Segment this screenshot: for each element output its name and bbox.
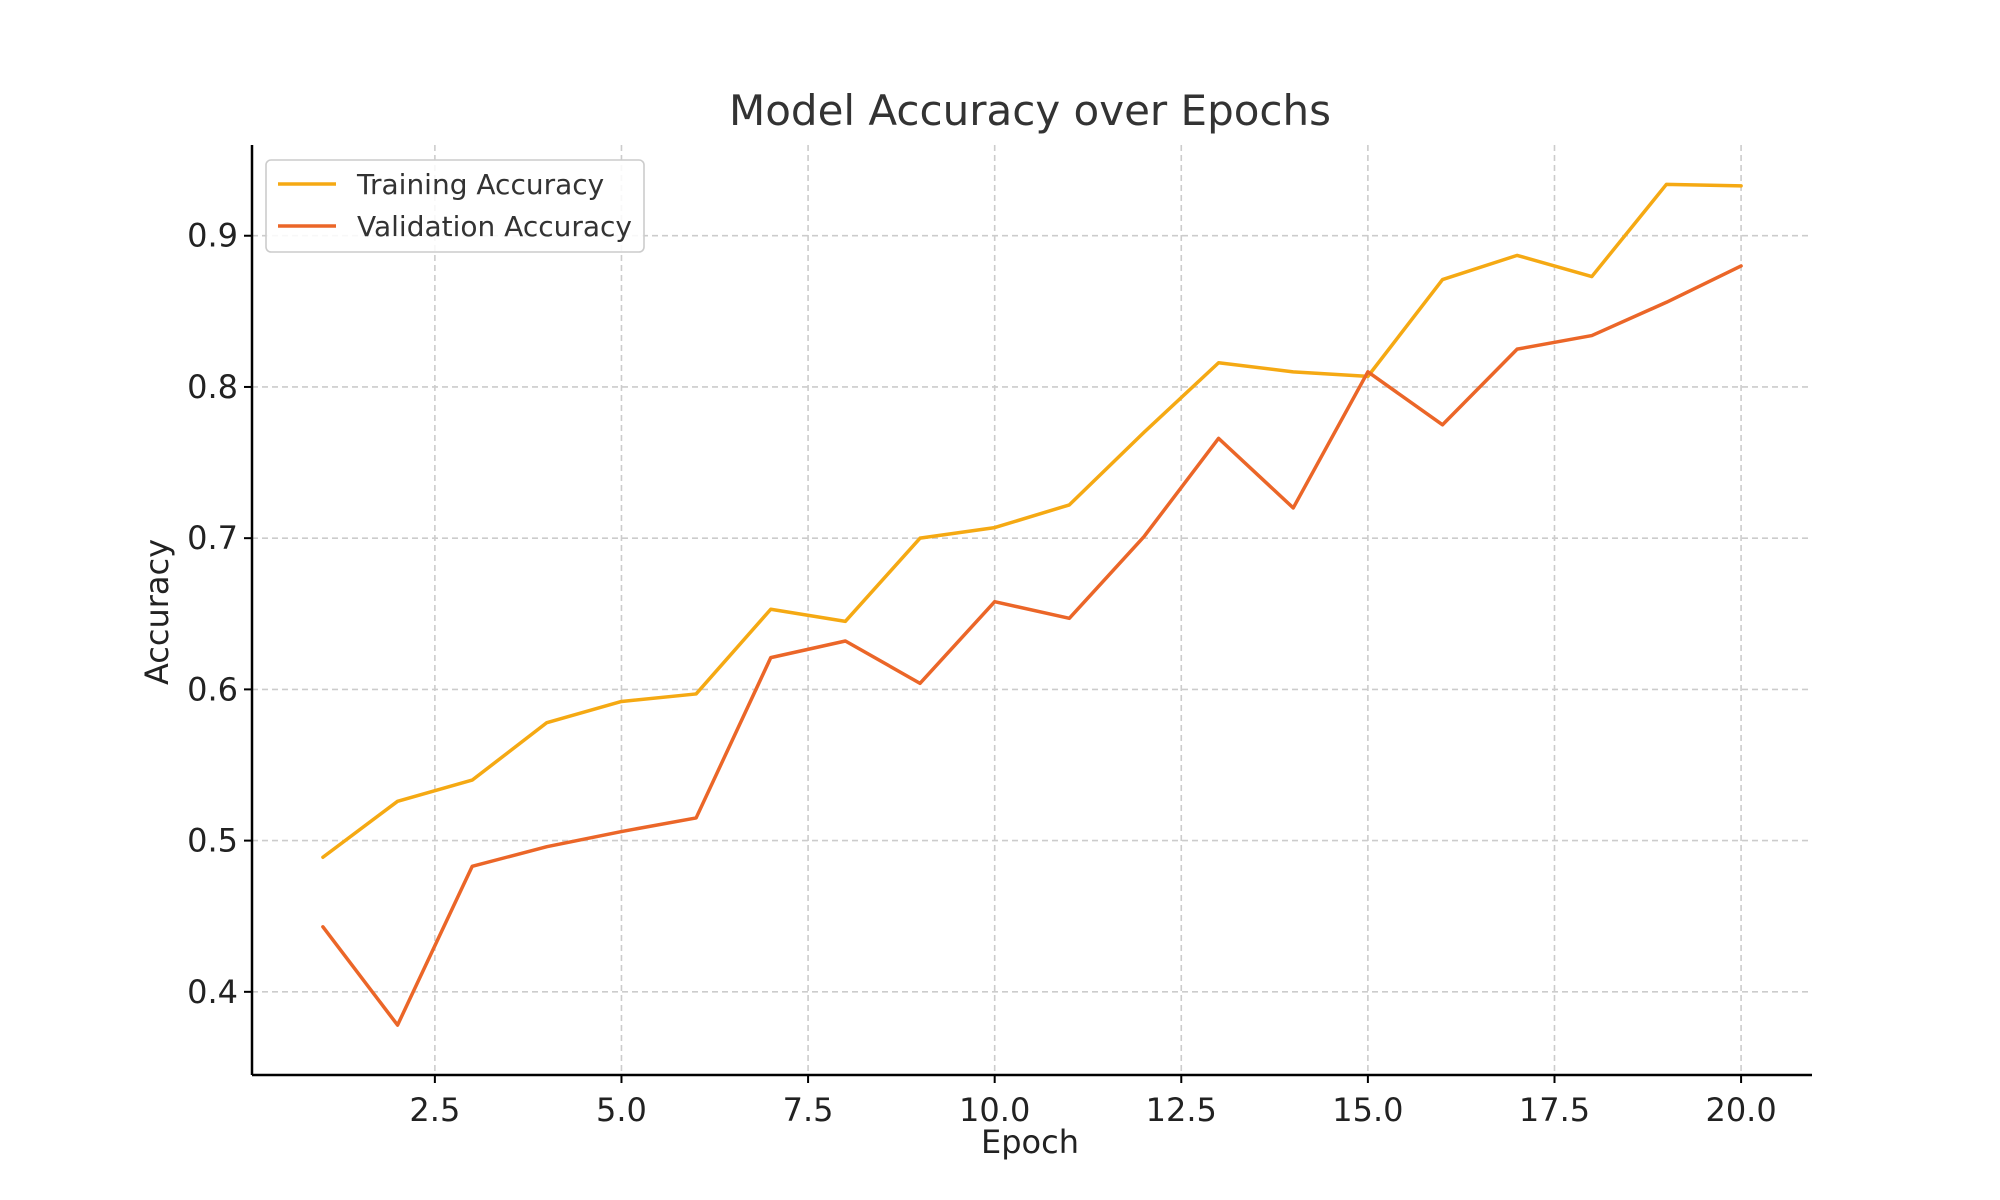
legend-label: Validation Accuracy (357, 210, 632, 243)
legend-label: Training Accuracy (356, 168, 604, 201)
x-tick-label: 17.5 (1519, 1091, 1590, 1129)
y-tick-label: 0.6 (187, 670, 238, 708)
chart-title: Model Accuracy over Epochs (729, 86, 1331, 135)
x-tick-label: 15.0 (1332, 1091, 1403, 1129)
y-tick-label: 0.5 (187, 822, 238, 860)
x-tick-label: 7.5 (783, 1091, 834, 1129)
y-tick-label: 0.4 (187, 973, 238, 1011)
y-axis-label: Accuracy (138, 539, 176, 685)
series-line-validation-accuracy (321, 264, 1743, 1027)
series-lines (321, 182, 1743, 1027)
x-tick-label: 10.0 (959, 1091, 1030, 1129)
legend: Training Accuracy Validation Accuracy (265, 159, 645, 253)
y-tick-label: 0.7 (187, 519, 238, 557)
y-tick-label: 0.9 (187, 217, 238, 255)
axes (244, 145, 1812, 1083)
x-tick-label: 5.0 (596, 1091, 647, 1129)
series-line-training-accuracy (321, 182, 1743, 859)
x-tick-label: 12.5 (1146, 1091, 1217, 1129)
grid-lines (252, 145, 1812, 1075)
legend-box (265, 159, 645, 253)
tick-labels: 2.5 5.0 7.5 10.0 12.5 15.0 17.5 20.0 0.4 0.5 0.6 0.… (187, 217, 1777, 1129)
x-axis-label: Epoch (981, 1123, 1079, 1161)
x-tick-label: 20.0 (1705, 1091, 1776, 1129)
y-tick-label: 0.8 (187, 368, 238, 406)
x-tick-label: 2.5 (409, 1091, 460, 1129)
